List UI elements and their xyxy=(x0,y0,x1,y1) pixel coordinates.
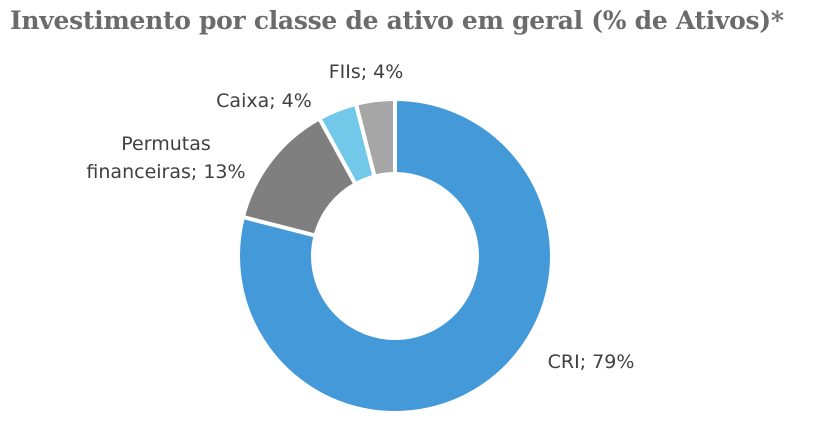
slice-fiis xyxy=(353,96,397,180)
slice-labels: CRI; 79% Permutas financeiras; 13% Caixa; 4… xyxy=(86,61,634,373)
label-permutas-financeiras: Permutas financeiras; 13% xyxy=(86,133,245,183)
label-cri: CRI; 79% xyxy=(548,351,635,373)
slice-cri xyxy=(236,96,554,415)
label-fiis: FIIs; 4% xyxy=(329,61,404,83)
donut-slices xyxy=(236,96,554,415)
label-caixa: Caixa; 4% xyxy=(216,90,312,112)
chart-title: Investimento por classe de ativo em gera… xyxy=(10,6,784,35)
